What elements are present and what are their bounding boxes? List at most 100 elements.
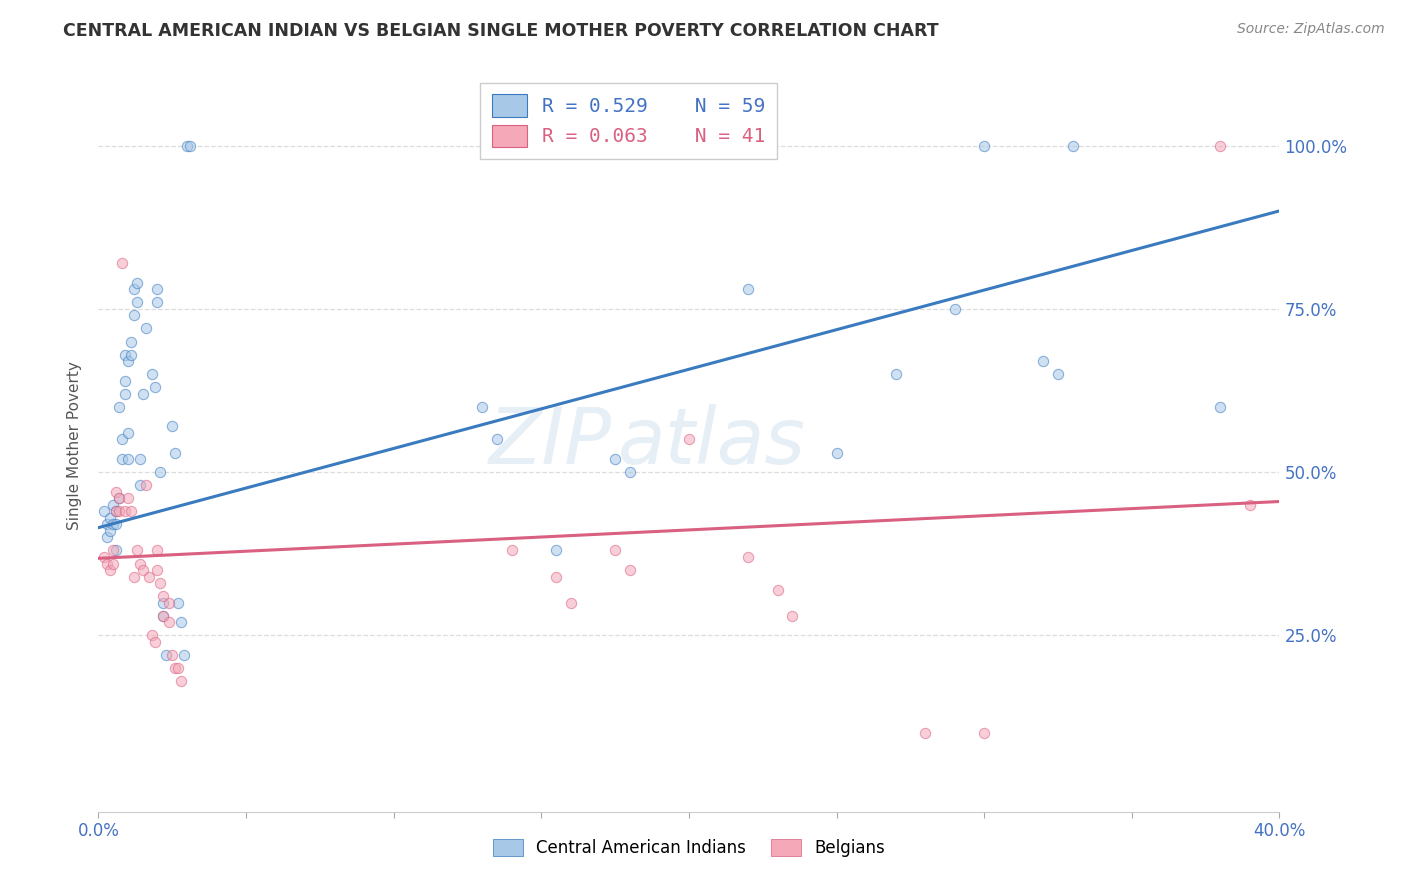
Point xyxy=(146,295,169,310)
Point xyxy=(122,282,145,296)
Point xyxy=(135,321,157,335)
Point xyxy=(122,569,145,583)
Point xyxy=(125,543,148,558)
Point xyxy=(135,478,157,492)
Point xyxy=(103,498,125,512)
Point xyxy=(152,608,174,623)
Point xyxy=(125,295,148,310)
Point xyxy=(105,484,128,499)
Point xyxy=(155,648,177,662)
Point xyxy=(143,380,166,394)
Point xyxy=(132,563,155,577)
Point xyxy=(149,465,172,479)
Point xyxy=(546,543,568,558)
Point xyxy=(120,347,142,362)
Point xyxy=(117,491,139,506)
Point xyxy=(501,543,523,558)
Point xyxy=(98,524,121,538)
Point xyxy=(103,557,125,571)
Point xyxy=(138,569,160,583)
Legend: Central American Indians, Belgians: Central American Indians, Belgians xyxy=(485,830,893,865)
Point xyxy=(108,400,131,414)
Point xyxy=(1209,138,1232,153)
Point xyxy=(782,608,804,623)
Point xyxy=(111,433,134,447)
Point xyxy=(170,615,193,630)
Point xyxy=(973,726,995,740)
Point xyxy=(108,491,131,506)
Point xyxy=(605,543,627,558)
Point xyxy=(152,589,174,603)
Point xyxy=(737,549,759,564)
Point xyxy=(471,400,494,414)
Point xyxy=(152,608,174,623)
Point xyxy=(141,628,163,642)
Point xyxy=(146,282,169,296)
Point xyxy=(1046,367,1070,381)
Text: Source: ZipAtlas.com: Source: ZipAtlas.com xyxy=(1237,22,1385,37)
Point xyxy=(914,726,936,740)
Point xyxy=(128,452,150,467)
Point xyxy=(884,367,907,381)
Point xyxy=(98,563,121,577)
Point xyxy=(179,138,201,153)
Point xyxy=(105,517,128,532)
Point xyxy=(125,276,148,290)
Point xyxy=(1209,400,1232,414)
Point xyxy=(943,301,966,316)
Point xyxy=(165,661,187,675)
Point xyxy=(157,596,180,610)
Point xyxy=(165,445,187,459)
Point xyxy=(546,569,568,583)
Point xyxy=(111,256,134,270)
Point xyxy=(120,504,142,518)
Point xyxy=(162,648,183,662)
Point xyxy=(117,452,139,467)
Point xyxy=(96,557,118,571)
Point xyxy=(173,648,195,662)
Point xyxy=(114,386,136,401)
Point xyxy=(737,282,759,296)
Point xyxy=(114,374,136,388)
Point xyxy=(766,582,789,597)
Point xyxy=(619,465,641,479)
Point xyxy=(605,452,627,467)
Point xyxy=(128,557,150,571)
Point xyxy=(132,386,155,401)
Point xyxy=(170,674,193,689)
Point xyxy=(1239,498,1261,512)
Point xyxy=(96,530,118,544)
Point xyxy=(128,478,150,492)
Point xyxy=(167,596,190,610)
Point xyxy=(108,491,131,506)
Point xyxy=(93,549,115,564)
Point xyxy=(103,543,125,558)
Point xyxy=(560,596,582,610)
Point xyxy=(120,334,142,349)
Point xyxy=(486,433,509,447)
Point xyxy=(98,511,121,525)
Point xyxy=(146,543,169,558)
Point xyxy=(103,517,125,532)
Point xyxy=(143,635,166,649)
Point xyxy=(105,543,128,558)
Point xyxy=(111,452,134,467)
Point xyxy=(93,504,115,518)
Point xyxy=(162,419,183,434)
Point xyxy=(176,138,198,153)
Point xyxy=(1032,354,1054,368)
Point xyxy=(122,309,145,323)
Point xyxy=(108,504,131,518)
Point xyxy=(114,347,136,362)
Point xyxy=(146,563,169,577)
Point xyxy=(167,661,190,675)
Point xyxy=(105,504,128,518)
Point xyxy=(96,517,118,532)
Point xyxy=(152,596,174,610)
Point xyxy=(117,354,139,368)
Point xyxy=(157,615,180,630)
Y-axis label: Single Mother Poverty: Single Mother Poverty xyxy=(67,361,83,531)
Point xyxy=(141,367,163,381)
Point xyxy=(1062,138,1084,153)
Point xyxy=(619,563,641,577)
